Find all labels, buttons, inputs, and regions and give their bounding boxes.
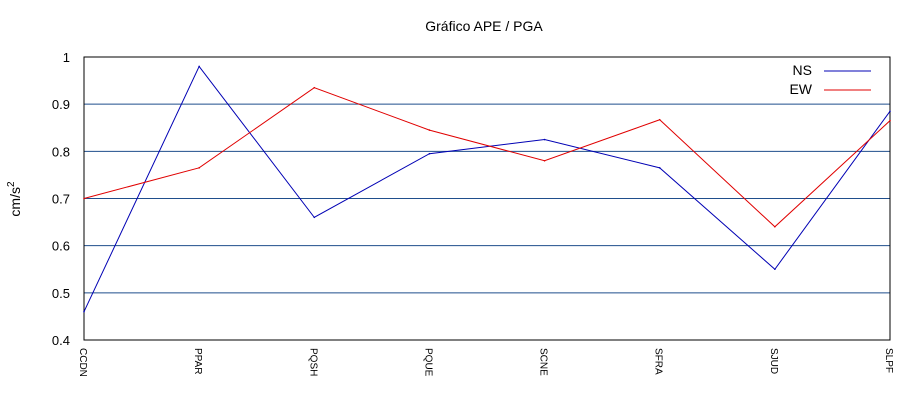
data-point-ns [543,138,546,141]
y-tick-label: 1 [63,50,70,65]
data-point-ns [889,110,891,113]
legend-label: NS [793,62,812,78]
data-point-ew [543,159,546,162]
y-tick-label: 0.8 [52,144,70,159]
y-tick-label: 0.7 [52,192,70,207]
y-axis-label: cm/s2 [6,181,23,217]
data-point-ns [83,310,85,313]
data-point-ns [198,65,200,68]
series-lines [83,65,891,313]
data-point-ew [774,226,776,228]
legend: NS EW [789,62,871,97]
y-tick-label: 0.5 [52,286,70,301]
series-line-ew [83,87,891,228]
y-tick-label: 0.9 [52,97,70,112]
x-tick-label: PPAR [192,348,203,375]
y-tick-label: 0.4 [52,333,70,348]
data-point-ns [428,152,431,155]
data-point-ew [428,129,431,131]
y-tick-label: 0.6 [52,239,70,254]
y-axis-ticks: 0.4 0.5 0.6 0.7 0.8 0.9 1 [52,50,70,348]
x-tick-label: SLPF [883,348,894,373]
svg-text:cm/s2: cm/s2 [6,181,23,217]
y-axis-label-unit: cm/s [7,187,23,217]
data-point-ns [658,167,661,169]
x-tick-label: PQUE [422,348,433,377]
x-axis-ticks: CCDN PPAR PQSH PQUE SCNE SFRA SJUD SLPF [77,348,894,377]
chart-title: Gráfico APE / PGA [425,18,543,34]
data-point-ew [658,118,661,121]
x-tick-label: SJUD [768,348,779,374]
data-point-ns [313,216,316,219]
y-axis-label-superscript: 2 [6,181,17,187]
x-tick-label: PQSH [307,348,318,376]
grid-lines [84,103,890,294]
data-point-ns [774,268,776,271]
x-tick-label: SFRA [653,348,664,375]
data-point-ew [889,119,891,122]
data-point-ew [313,86,316,89]
x-tick-label: CCDN [77,348,88,377]
data-point-ew [198,167,200,169]
series-line-ns [83,65,891,312]
legend-label: EW [789,81,812,97]
x-tick-label: SCNE [538,348,549,376]
data-point-ew [83,197,85,200]
